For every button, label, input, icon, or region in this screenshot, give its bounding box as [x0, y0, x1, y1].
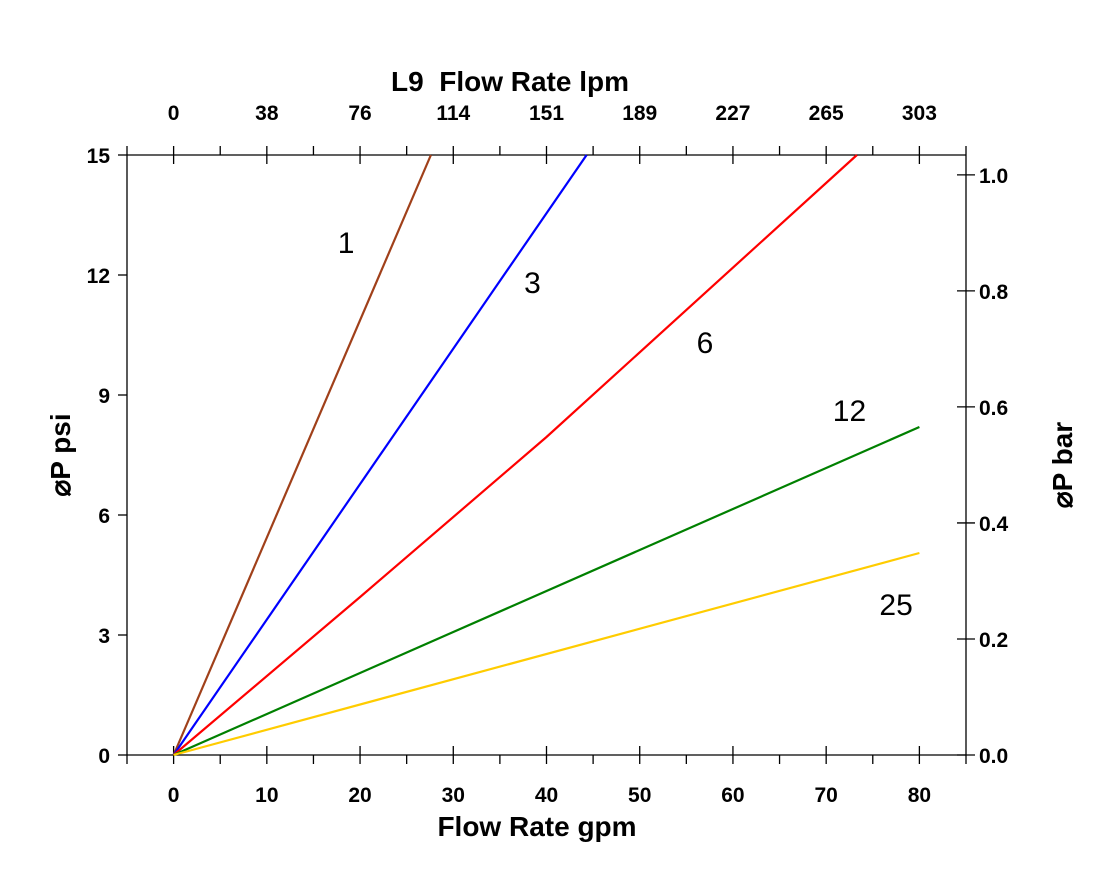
y2-tick-label: 0.6 [979, 397, 1008, 420]
x-tick-label: 50 [628, 784, 651, 807]
y-tick-label: 9 [98, 385, 110, 408]
top-axis-title: L9 Flow Rate lpm [391, 66, 629, 97]
series-line-6 [172, 154, 858, 756]
y-axis-title: ⌀P psi [45, 413, 76, 496]
top-tick-label: 76 [348, 102, 371, 125]
series-label-3: 3 [524, 267, 541, 300]
x-tick-label: 30 [442, 784, 465, 807]
y2-tick-label: 0.0 [979, 745, 1008, 768]
series-labels: 1 3 6 12 25 [338, 227, 913, 622]
series-label-12: 12 [833, 395, 866, 428]
series-label-1: 1 [338, 227, 355, 260]
y2-tick-label: 1.0 [979, 165, 1008, 188]
x-axis-title: Flow Rate gpm [437, 811, 636, 842]
top-tick-label: 151 [529, 102, 564, 125]
x-tick-label: 20 [348, 784, 371, 807]
y2-tick-label: 0.2 [979, 629, 1008, 652]
x-tick-label: 40 [535, 784, 558, 807]
series-line-25 [173, 551, 920, 757]
y2-axis-title: ⌀P bar [1047, 422, 1078, 508]
x-tick-label: 70 [814, 784, 837, 807]
x-tick-label: 60 [721, 784, 744, 807]
top-tick-label: 0 [168, 102, 180, 125]
top-tick-label: 303 [902, 102, 937, 125]
series-lines [172, 154, 920, 757]
series-line-1 [172, 154, 432, 756]
top-tick-label: 114 [436, 102, 470, 125]
x-tick-label: 0 [168, 784, 180, 807]
x-tick-label: 10 [255, 784, 278, 807]
y2-tick-label: 0.8 [979, 281, 1009, 304]
series-label-6: 6 [697, 327, 714, 360]
series-label-25: 25 [879, 589, 912, 622]
y-tick-label: 0 [98, 745, 110, 768]
top-tick-label: 189 [622, 102, 657, 125]
top-tick-label: 265 [809, 102, 844, 125]
x-tick-label: 80 [908, 784, 931, 807]
series-line-3 [172, 154, 588, 756]
y-tick-label: 3 [98, 625, 110, 648]
y-tick-label: 6 [98, 505, 110, 528]
y-tick-label: 15 [87, 145, 111, 168]
axes: 0010382076301144015150189602277026580303… [87, 102, 1009, 807]
top-tick-label: 227 [715, 102, 750, 125]
y2-tick-label: 0.4 [979, 513, 1009, 536]
y-tick-label: 12 [87, 265, 110, 288]
series-line-12 [173, 425, 920, 757]
top-tick-label: 38 [255, 102, 279, 125]
